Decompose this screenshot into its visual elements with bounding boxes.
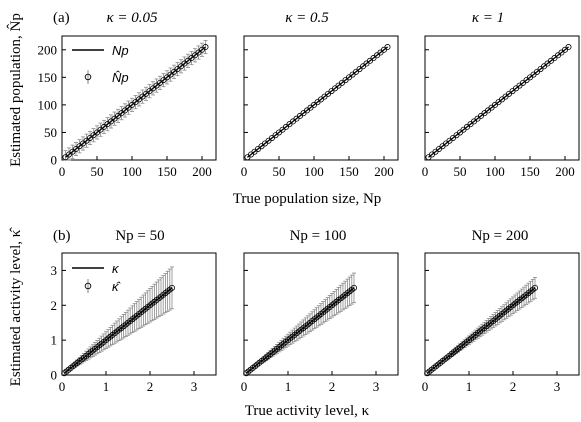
- panel-label-a: (a): [53, 10, 70, 26]
- x-tick-label: 150: [339, 164, 359, 179]
- subplot-title-b-2: Np = 200: [472, 228, 529, 244]
- x-tick-label: 200: [374, 164, 394, 179]
- x-tick-label: 150: [157, 164, 177, 179]
- legend-b-marker-label: κ̂: [112, 279, 122, 294]
- x-tick-label: 150: [520, 164, 540, 179]
- legend-b-line-label: κ: [112, 261, 120, 276]
- y-tick-label: 150: [38, 70, 58, 85]
- legend-a-line-label: Np: [112, 43, 129, 58]
- series-line: [247, 46, 388, 158]
- x-tick-label: 100: [485, 164, 505, 179]
- x-tick-label: 100: [122, 164, 142, 179]
- x-tick-label: 200: [192, 164, 212, 179]
- y-tick-label: 3: [51, 263, 58, 278]
- series-line: [426, 287, 536, 374]
- x-tick-label: 0: [59, 379, 66, 394]
- x-tick-label: 1: [103, 379, 110, 394]
- subplot-title-a-2: κ = 1: [472, 10, 504, 26]
- x-tick-label: 0: [241, 164, 248, 179]
- y-tick-label: 0: [51, 368, 58, 383]
- legend-a-marker-label: N̂p: [112, 70, 129, 85]
- series-line: [245, 287, 355, 374]
- subplot-2: 0 50 100 150 200: [422, 35, 580, 179]
- x-tick-label: 0: [422, 379, 429, 394]
- series-marker: [384, 44, 391, 51]
- axes-frame: [243, 252, 399, 376]
- y-tick-label: 100: [38, 97, 58, 112]
- x-tick-label: 200: [555, 164, 575, 179]
- x-tick-label: 1: [466, 379, 473, 394]
- legend-a: Np N̂p: [72, 43, 129, 85]
- y-tick-label: 2: [51, 298, 58, 313]
- x-tick-label: 50: [91, 164, 104, 179]
- x-tick-label: 3: [191, 379, 198, 394]
- subplot-title-b-0: Np = 50: [115, 228, 164, 244]
- x-axis-label-a: True population size, Np: [233, 191, 382, 207]
- x-tick-label: 3: [554, 379, 561, 394]
- series-line: [65, 46, 206, 158]
- y-tick-label: 50: [44, 125, 57, 140]
- x-tick-label: 3: [373, 379, 380, 394]
- series-marker: [565, 44, 572, 51]
- subplot-1: 0 50 100 150 200: [241, 35, 399, 179]
- legend-a-marker-swatch: [84, 73, 92, 81]
- series-marker: [168, 284, 175, 291]
- series-marker: [202, 44, 209, 51]
- series-marker: [532, 284, 539, 291]
- axes-frame: [424, 252, 580, 376]
- x-tick-label: 2: [147, 379, 154, 394]
- subplot-5: 0 1 2 3: [422, 252, 580, 394]
- x-tick-label: 0: [422, 164, 429, 179]
- y-axis-label-a: Estimated population, N̂p: [7, 13, 24, 167]
- x-tick-label: 1: [285, 379, 292, 394]
- x-tick-label: 100: [304, 164, 324, 179]
- subplot-3: 0 1 2 3 0 1 2 3: [51, 252, 217, 394]
- series-line: [428, 46, 569, 158]
- panel-label-b: (b): [53, 228, 71, 244]
- y-tick-label: 0: [51, 153, 58, 168]
- subplot-title-a-1: κ = 0.5: [285, 10, 329, 26]
- x-tick-label: 2: [510, 379, 517, 394]
- subplot-4: 0 1 2 3: [241, 252, 399, 394]
- y-tick-label: 200: [38, 42, 58, 57]
- axes-frame: [61, 252, 217, 376]
- y-tick-label: 1: [51, 333, 58, 348]
- series-line: [63, 287, 173, 374]
- subplot-title-b-1: Np = 100: [290, 228, 347, 244]
- x-tick-label: 0: [59, 164, 66, 179]
- x-tick-label: 50: [273, 164, 286, 179]
- legend-b: κ κ̂: [72, 261, 122, 294]
- subplot-0: 0 50 100 150 200 0 50 100 150 200: [38, 35, 217, 179]
- x-axis-label-b: True activity level, κ: [245, 403, 370, 419]
- axes-frame: [243, 35, 399, 161]
- x-tick-label: 50: [454, 164, 467, 179]
- y-axis-label-b: Estimated activity level, κ̂: [8, 227, 24, 387]
- series-marker: [350, 284, 357, 291]
- x-tick-label: 2: [329, 379, 336, 394]
- legend-b-marker-swatch: [84, 282, 92, 290]
- subplot-title-a-0: κ = 0.05: [106, 10, 158, 26]
- x-tick-label: 0: [241, 379, 248, 394]
- axes-frame: [424, 35, 580, 161]
- axes-frame: [61, 35, 217, 161]
